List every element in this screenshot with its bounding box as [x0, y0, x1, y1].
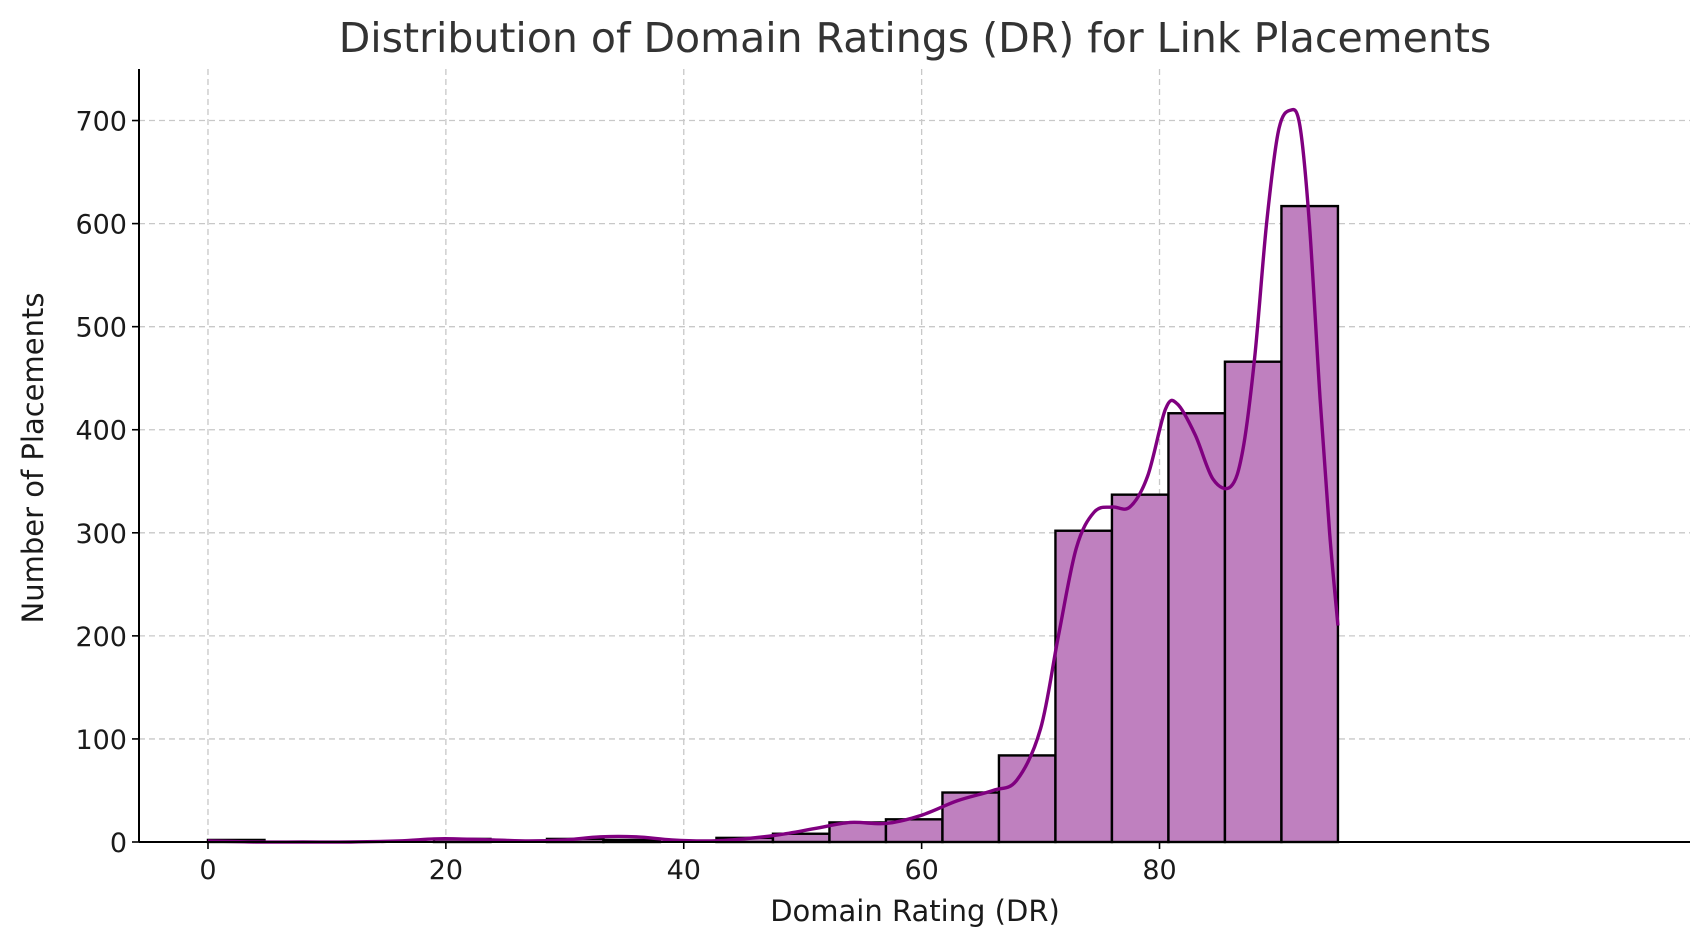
x-tick-label: 80 — [1142, 855, 1176, 886]
y-axis-label: Number of Placements — [16, 293, 50, 624]
histogram-bar — [997, 754, 1057, 844]
y-tick-label: 500 — [75, 313, 127, 344]
y-tick-label: 300 — [75, 519, 127, 550]
histogram-bars — [206, 204, 1340, 844]
gridlines — [139, 69, 1690, 843]
kde-curve-line — [207, 107, 1340, 844]
x-tick-label: 0 — [199, 855, 216, 886]
y-tick-label: 400 — [75, 416, 127, 447]
x-axis-label: Domain Rating (DR) — [770, 894, 1060, 928]
kde-curve-layer — [207, 107, 1340, 844]
y-tick-label: 0 — [110, 828, 127, 859]
x-tick-label: 60 — [904, 855, 938, 886]
histogram-bar — [941, 791, 1001, 844]
y-tick-label: 200 — [75, 622, 127, 653]
histogram-bar — [1110, 493, 1170, 844]
axes — [132, 69, 1690, 849]
tick-labels: 0 20 40 60 80 0 100 200 300 400 500 600 700 — [75, 107, 1176, 886]
histogram-bar — [1054, 529, 1114, 844]
chart-title: Distribution of Domain Ratings (DR) for … — [339, 14, 1492, 62]
x-tick-label: 40 — [667, 855, 701, 886]
histogram-bar — [1167, 412, 1227, 844]
x-tick-label: 20 — [429, 855, 463, 886]
y-tick-label: 100 — [75, 725, 127, 756]
y-tick-label: 700 — [75, 107, 127, 138]
histogram-bar — [1223, 360, 1283, 844]
y-tick-label: 600 — [75, 210, 127, 241]
